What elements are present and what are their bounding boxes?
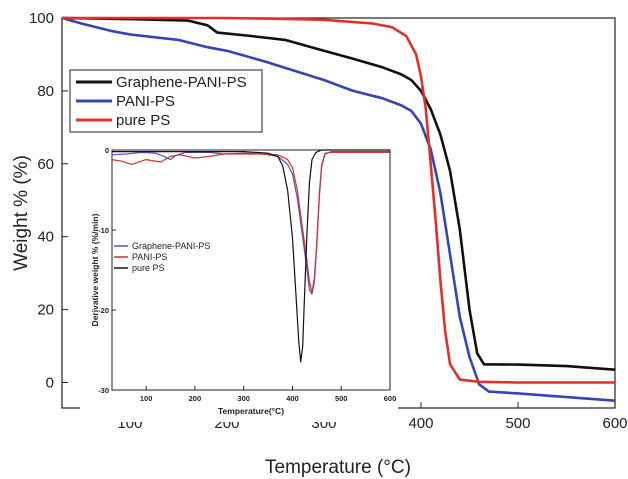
inset-x-tick-label: 500	[335, 394, 348, 403]
main-series-lines	[61, 16, 616, 402]
inset-x-tick-label: 600	[384, 394, 397, 403]
main-y-tick-label: 100	[29, 10, 54, 27]
main-y-tick-label: 0	[46, 374, 54, 391]
inset-ticks: 100 200 300 400 500 600 0 -10 -20 -30	[98, 146, 396, 403]
main-legend-label: PANI-PS	[116, 93, 175, 110]
inset-series-lines	[111, 149, 390, 363]
main-legend-label: Graphene-PANI-PS	[116, 74, 247, 91]
main-y-tick-label: 20	[37, 302, 54, 319]
inset-x-tick-label: 400	[286, 394, 299, 403]
main-series-line-1	[61, 16, 616, 371]
inset-series-line-3	[112, 149, 390, 363]
main-series-line-3	[62, 16, 615, 384]
inset-legend-label: Graphene-PANI-PS	[132, 241, 210, 251]
inset-legend-label: pure PS	[132, 263, 165, 273]
inset-x-tick-label: 100	[140, 394, 153, 403]
inset-x-tick-label: 300	[237, 394, 250, 403]
inset-y-tick-label: -10	[98, 226, 109, 235]
main-x-tick-label: 400	[408, 415, 433, 432]
inset-y-axis-label: Derivative weight % (%/min)	[90, 213, 100, 326]
main-x-tick-label: 600	[602, 415, 627, 432]
inset-y-tick-label: -20	[98, 306, 109, 315]
inset-background	[80, 140, 398, 422]
inset-y-tick-label: -30	[98, 386, 109, 395]
main-x-axis-label: Temperature (°C)	[265, 457, 411, 478]
main-y-tick-label: 40	[37, 229, 54, 246]
inset-x-axis-label: Temperature(°C)	[218, 406, 284, 416]
main-y-axis-label: Weight % (%)	[11, 155, 32, 271]
main-y-tick-label: 60	[37, 156, 54, 173]
main-y-tick-label: 80	[37, 83, 54, 100]
inset-series-line-2	[111, 151, 390, 293]
inset-x-tick-label: 200	[189, 394, 202, 403]
main-legend: Graphene-PANI-PS PANI-PS pure PS	[69, 69, 263, 133]
main-x-tick-label: 500	[505, 415, 530, 432]
inset-y-tick-label: 0	[105, 146, 109, 155]
inset-plot: 100 200 300 400 500 600 0 -10 -20 -30 Temperature…	[80, 140, 398, 422]
inset-legend-label: PANI-PS	[132, 252, 167, 262]
main-series-line-2	[61, 16, 616, 402]
inset-plot-frame	[111, 149, 391, 391]
main-legend-label: pure PS	[116, 112, 170, 129]
